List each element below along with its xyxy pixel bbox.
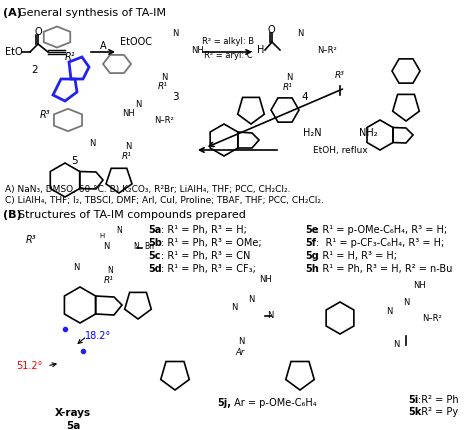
Text: 5h: 5h <box>305 264 319 274</box>
Text: N: N <box>231 303 237 312</box>
Text: C) LiAlH₄, THF; I₂, TBSCl, DMF; ArI, CuI, Proline; TBAF, THF; PCC, CH₂Cl₂.: C) LiAlH₄, THF; I₂, TBSCl, DMF; ArI, CuI… <box>5 196 324 205</box>
Text: N: N <box>125 142 131 151</box>
Text: O: O <box>267 25 275 35</box>
Text: : R¹ = Ph, R³ = CN: : R¹ = Ph, R³ = CN <box>161 251 250 261</box>
Text: NH₂: NH₂ <box>359 128 377 138</box>
Text: 5e: 5e <box>305 225 319 235</box>
Text: R² = aryl: C: R² = aryl: C <box>204 50 252 59</box>
Text: Ar: Ar <box>235 348 245 357</box>
Text: N: N <box>403 298 409 307</box>
Text: N: N <box>172 29 178 38</box>
Text: 5: 5 <box>72 156 78 166</box>
Text: : R¹ = p-OMe-C₆H₄, R³ = H;: : R¹ = p-OMe-C₆H₄, R³ = H; <box>316 225 447 235</box>
Text: Bn: Bn <box>144 242 154 251</box>
Text: R¹: R¹ <box>65 52 76 62</box>
Text: R¹: R¹ <box>122 152 132 161</box>
Text: 51.2°: 51.2° <box>17 361 43 371</box>
Text: N–R²: N–R² <box>154 116 174 125</box>
Text: R¹: R¹ <box>283 83 293 92</box>
Text: N: N <box>73 264 80 273</box>
Text: NH: NH <box>259 276 272 285</box>
Text: R³: R³ <box>335 71 345 80</box>
Text: N: N <box>238 337 245 346</box>
Text: A) NaN₃, DMSO, 60 °C. B) K₂CO₃, R²Br; LiAlH₄, THF; PCC, CH₂Cl₂.: A) NaN₃, DMSO, 60 °C. B) K₂CO₃, R²Br; Li… <box>5 185 291 194</box>
Text: Structures of TA-IM compounds prepared: Structures of TA-IM compounds prepared <box>18 210 246 220</box>
Text: (A): (A) <box>3 8 22 18</box>
Text: N: N <box>107 266 113 275</box>
Text: Ar = p-OMe-C₆H₄: Ar = p-OMe-C₆H₄ <box>231 398 317 408</box>
Text: EtOH, reflux: EtOH, reflux <box>313 145 367 154</box>
Text: H₂N: H₂N <box>303 128 321 138</box>
Text: N: N <box>286 73 292 82</box>
Text: H: H <box>257 45 264 55</box>
Text: 5i: 5i <box>408 395 418 405</box>
Text: 5a: 5a <box>148 225 161 235</box>
Text: 5b: 5b <box>148 238 162 248</box>
Text: 5k: 5k <box>408 407 421 417</box>
Text: N: N <box>103 242 109 251</box>
Text: R³: R³ <box>26 235 36 245</box>
Text: 5c: 5c <box>148 251 161 261</box>
Text: N–R²: N–R² <box>422 314 442 323</box>
Text: N: N <box>135 100 141 109</box>
Text: N: N <box>90 139 96 148</box>
Text: N: N <box>393 340 400 349</box>
Text: N: N <box>161 73 168 82</box>
Text: H: H <box>100 233 105 239</box>
Text: N: N <box>297 29 303 38</box>
Text: : R¹ = H, R³ = H;: : R¹ = H, R³ = H; <box>316 251 397 261</box>
Text: 3: 3 <box>172 92 178 102</box>
Text: : R¹ = Ph, R³ = CF₃;: : R¹ = Ph, R³ = CF₃; <box>161 264 256 274</box>
Text: 4: 4 <box>301 92 308 102</box>
Text: 5g: 5g <box>305 251 319 261</box>
Text: N: N <box>386 307 392 316</box>
Text: EtO: EtO <box>5 47 23 57</box>
Text: 18.2°: 18.2° <box>85 331 111 341</box>
Text: R² = alkyl: B: R² = alkyl: B <box>202 37 254 46</box>
Text: 5j,: 5j, <box>217 398 231 408</box>
Text: 5a: 5a <box>66 421 80 430</box>
Text: R¹: R¹ <box>104 276 114 285</box>
Text: N: N <box>267 311 273 320</box>
Text: N–R²: N–R² <box>317 46 337 55</box>
Text: A: A <box>100 41 106 51</box>
Text: N: N <box>133 242 139 251</box>
Text: General synthesis of TA-IM: General synthesis of TA-IM <box>18 8 166 18</box>
Text: NH: NH <box>191 46 204 55</box>
Text: : R¹ = Ph, R³ = OMe;: : R¹ = Ph, R³ = OMe; <box>161 238 262 248</box>
Text: NH: NH <box>122 108 135 117</box>
Text: O: O <box>34 27 42 37</box>
Text: N: N <box>116 226 122 235</box>
Text: : R¹ = Ph, R³ = H, R² = n-Bu: : R¹ = Ph, R³ = H, R² = n-Bu <box>316 264 452 274</box>
Text: R³: R³ <box>39 110 50 120</box>
Text: (B): (B) <box>3 210 22 220</box>
Text: 2: 2 <box>32 65 38 75</box>
Text: R¹: R¹ <box>158 82 168 91</box>
Text: EtOOC: EtOOC <box>120 37 152 47</box>
Text: 5f: 5f <box>305 238 316 248</box>
Text: :R² = Ph: :R² = Ph <box>418 395 459 405</box>
Text: X-rays: X-rays <box>55 408 91 418</box>
Text: : R¹ = Ph, R³ = H;: : R¹ = Ph, R³ = H; <box>161 225 247 235</box>
Text: N: N <box>248 295 254 304</box>
Text: :  R¹ = p-CF₃-C₆H₄, R³ = H;: : R¹ = p-CF₃-C₆H₄, R³ = H; <box>316 238 444 248</box>
Text: :R² = Py: :R² = Py <box>418 407 458 417</box>
Text: NH: NH <box>413 280 426 289</box>
Text: 5d: 5d <box>148 264 162 274</box>
